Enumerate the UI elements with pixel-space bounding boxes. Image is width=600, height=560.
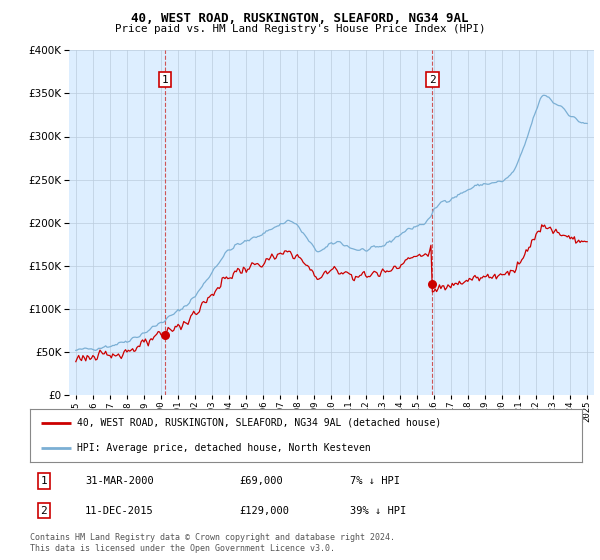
Point	[428, 279, 437, 288]
Text: 31-MAR-2000: 31-MAR-2000	[85, 476, 154, 486]
Text: 2: 2	[429, 74, 436, 85]
Text: 1: 1	[40, 476, 47, 486]
Point	[161, 331, 170, 340]
Text: 39% ↓ HPI: 39% ↓ HPI	[350, 506, 406, 516]
Text: 40, WEST ROAD, RUSKINGTON, SLEAFORD, NG34 9AL (detached house): 40, WEST ROAD, RUSKINGTON, SLEAFORD, NG3…	[77, 418, 441, 428]
Text: HPI: Average price, detached house, North Kesteven: HPI: Average price, detached house, Nort…	[77, 443, 371, 453]
Text: 40, WEST ROAD, RUSKINGTON, SLEAFORD, NG34 9AL: 40, WEST ROAD, RUSKINGTON, SLEAFORD, NG3…	[131, 12, 469, 25]
Text: 11-DEC-2015: 11-DEC-2015	[85, 506, 154, 516]
Text: Price paid vs. HM Land Registry's House Price Index (HPI): Price paid vs. HM Land Registry's House …	[115, 24, 485, 34]
Text: Contains HM Land Registry data © Crown copyright and database right 2024.
This d: Contains HM Land Registry data © Crown c…	[30, 533, 395, 553]
Text: £69,000: £69,000	[240, 476, 284, 486]
Text: 2: 2	[40, 506, 47, 516]
Text: 1: 1	[162, 74, 169, 85]
Text: £129,000: £129,000	[240, 506, 290, 516]
Text: 7% ↓ HPI: 7% ↓ HPI	[350, 476, 400, 486]
